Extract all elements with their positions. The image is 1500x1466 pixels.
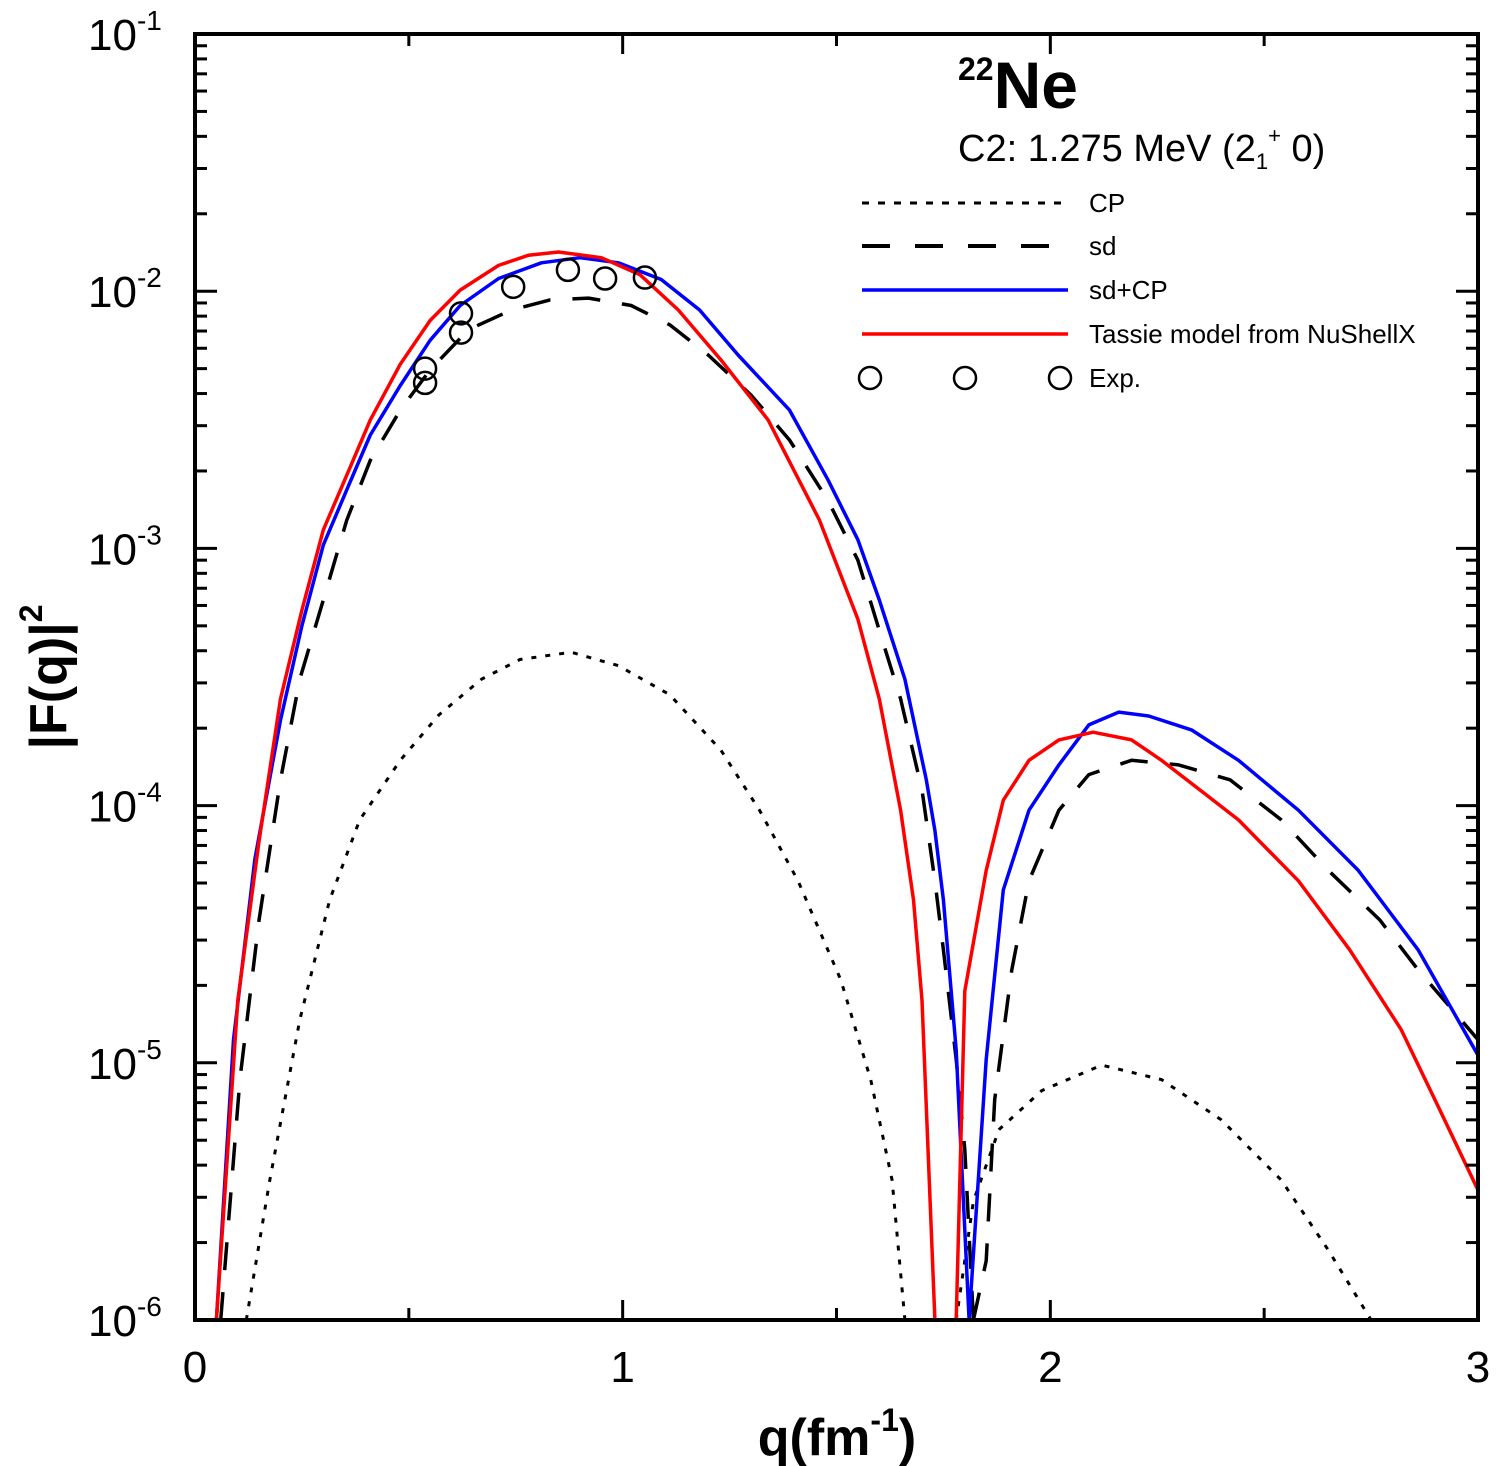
data-point-exp: [500, 274, 526, 300]
data-point-exp: [632, 265, 658, 290]
y-axis-title: |F(q)|2: [13, 604, 78, 749]
y-tick-base: 10: [88, 525, 137, 574]
data-point-exp: [592, 266, 618, 291]
y-tick-exponent: -5: [137, 1034, 162, 1065]
y-tick-base: 10: [88, 1297, 137, 1346]
x-axis-title-sup: -1: [870, 1402, 898, 1438]
series-line-sd: [971, 758, 1478, 1320]
legend-label-sd-cp: sd+CP: [1089, 275, 1168, 305]
legend-marker-exp: [1047, 365, 1073, 391]
x-tick-label: 0: [183, 1343, 207, 1392]
x-tick-label: 3: [1466, 1343, 1490, 1392]
title-main: Ne: [994, 48, 1078, 122]
series-line-sd-cp: [214, 255, 1478, 1320]
x-axis-title: q(fm-1): [758, 1402, 916, 1466]
plot-frame: [193, 32, 1480, 1322]
legend-label-tassie: Tassie model from NuShellX: [1089, 319, 1416, 349]
series-line-sd: [218, 296, 976, 1320]
y-axis-title-sup: 2: [13, 604, 49, 622]
y-tick-base: 10: [88, 11, 137, 60]
legend-label-sd: sd: [1089, 231, 1116, 261]
y-tick-base: 10: [88, 1040, 137, 1089]
chart-subtitle: C2: 1.275 MeV (21+ 0): [958, 123, 1325, 174]
y-axis-title-main: |F(q)|: [20, 622, 78, 749]
legend-label-exp: Exp.: [1089, 363, 1141, 393]
data-point-exp: [448, 301, 474, 326]
markers-layer: [412, 257, 658, 396]
y-tick-label: 10-5: [88, 1034, 162, 1089]
title-superscript: 22: [958, 51, 994, 87]
data-point-exp: [412, 370, 438, 396]
curves-layer: [214, 250, 1478, 1320]
data-point-exp: [448, 320, 474, 345]
y-tick-label: 10-4: [88, 777, 162, 832]
y-tick-exponent: -4: [137, 777, 162, 808]
y-tick-exponent: -1: [137, 5, 162, 36]
x-tick-label: 1: [610, 1343, 634, 1392]
y-tick-exponent: -6: [137, 1291, 162, 1322]
y-tick-base: 10: [88, 783, 137, 832]
axes-layer: 0 1 2 310-110-210-310-410-510-6: [88, 5, 1490, 1392]
x-axis-title-suffix: ): [899, 1409, 916, 1466]
legend-marker-exp: [857, 365, 883, 391]
data-point-exp: [555, 257, 581, 283]
y-tick-exponent: -2: [137, 262, 162, 293]
series-line-cp: [244, 650, 907, 1320]
data-point-exp: [412, 356, 438, 381]
chart-title: 22Ne: [958, 48, 1078, 122]
series-line-cp: [954, 1063, 1373, 1320]
y-tick-label: 10-2: [88, 262, 162, 317]
legend: CP sd sd+CP Tassie model from NuShellX E…: [857, 188, 1416, 393]
subtitle-prefix: C2: 1.275 MeV (2: [958, 128, 1256, 170]
subtitle-suffix: 0): [1281, 128, 1325, 170]
legend-marker-exp: [952, 365, 978, 391]
y-tick-exponent: -3: [137, 519, 162, 550]
subtitle-superscript: +: [1268, 123, 1281, 148]
x-tick-label: 2: [1038, 1343, 1062, 1392]
x-axis-title-main: q(fm: [758, 1409, 871, 1466]
y-tick-label: 10-6: [88, 1291, 162, 1346]
y-tick-label: 10-1: [88, 5, 162, 60]
y-tick-base: 10: [88, 268, 137, 317]
legend-label-cp: CP: [1089, 188, 1125, 218]
subtitle-subscript: 1: [1256, 149, 1268, 174]
y-tick-label: 10-3: [88, 519, 162, 574]
series-line-tassie-model-from-nushellx: [214, 250, 1478, 1320]
